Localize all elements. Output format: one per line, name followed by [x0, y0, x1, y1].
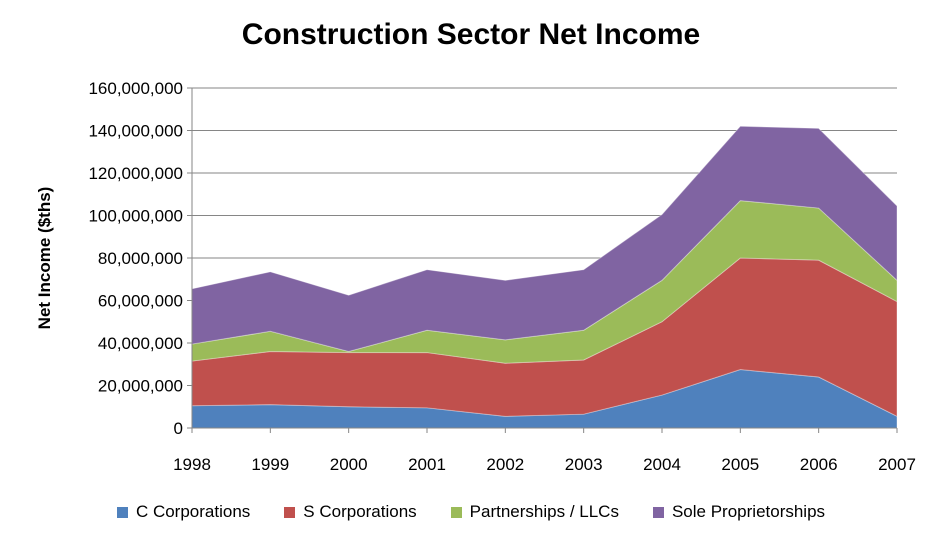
y-tick-label: 80,000,000 — [98, 249, 183, 268]
legend-item: Partnerships / LLCs — [450, 502, 619, 522]
x-tick-label: 2001 — [408, 455, 446, 474]
y-tick-label: 0 — [174, 419, 183, 438]
axes — [191, 88, 897, 429]
y-tick-label: 60,000,000 — [98, 292, 183, 311]
legend-label: Partnerships / LLCs — [469, 502, 619, 521]
y-tick-label: 160,000,000 — [88, 79, 183, 98]
y-tick-label: 140,000,000 — [88, 122, 183, 141]
legend-item: S Corporations — [284, 502, 417, 522]
x-tick-label: 1999 — [251, 455, 289, 474]
y-tick-label: 20,000,000 — [98, 377, 183, 396]
x-tick-label: 2002 — [486, 455, 524, 474]
x-tick-label: 2003 — [565, 455, 603, 474]
legend-swatch — [652, 506, 664, 518]
area-series-s-corporations — [191, 257, 898, 418]
y-tick-label: 120,000,000 — [88, 164, 183, 183]
area-series-partnerships-llcs — [191, 200, 898, 364]
x-tick-label: 2006 — [800, 455, 838, 474]
x-tick-label: 2007 — [878, 455, 916, 474]
legend-swatch — [450, 506, 462, 518]
chart-title: Construction Sector Net Income — [241, 18, 701, 51]
y-tick-labels: 0 20,000,000 40,000,000 60,000,000 80,000,00… — [88, 79, 183, 438]
legend-swatch — [284, 506, 296, 518]
stacked-areas — [191, 125, 898, 429]
legend: C Corporations S Corporations Partnerships… — [0, 502, 942, 522]
legend-item: C Corporations — [116, 502, 251, 522]
legend-label: C Corporations — [135, 502, 251, 521]
x-tick-label: 2005 — [721, 455, 759, 474]
x-tick-label: 1998 — [173, 455, 211, 474]
x-tick-labels: 1998 1999 2000 2001 2002 2003 2004 2005 2006 2007 — [173, 428, 916, 474]
legend-label: S Corporations — [303, 502, 417, 521]
x-tick-label: 2004 — [643, 455, 681, 474]
legend-label: Sole Proprietorships — [671, 502, 826, 521]
y-axis-title: Net Income ($ths) — [35, 187, 54, 330]
y-tick-label: 40,000,000 — [98, 334, 183, 353]
y-tick-label: 100,000,000 — [88, 207, 183, 226]
legend-swatch — [116, 506, 128, 518]
legend-item: Sole Proprietorships — [652, 502, 826, 522]
x-tick-label: 2000 — [330, 455, 368, 474]
area-series-sole-proprietorships — [191, 125, 898, 353]
